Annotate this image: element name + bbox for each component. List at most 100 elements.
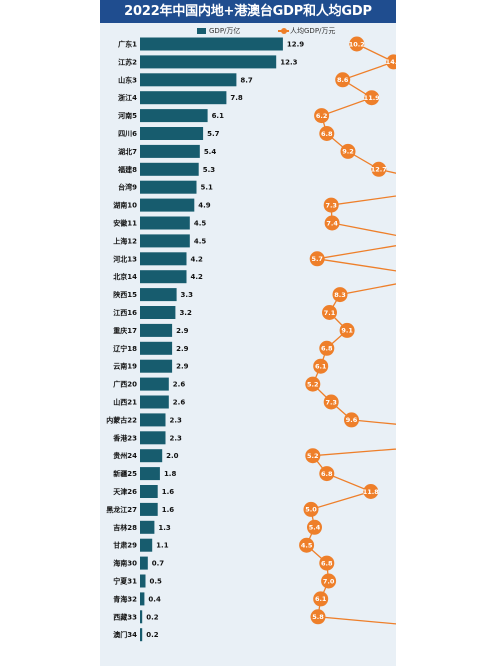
per-capita-value-label: 7.3 [325,201,337,209]
legend-item-per-capita: 人均GDP/万元 [278,25,378,37]
gdp-bar [140,485,158,498]
gdp-value-label: 7.8 [230,94,243,102]
category-label: 香港23 [112,433,137,442]
per-capita-value-label: 7.4 [326,219,338,227]
gdp-bar [140,592,145,606]
legend-marker-dot [281,27,287,34]
gdp-bar [140,180,197,194]
gdp-value-label: 5.3 [203,166,216,174]
per-capita-marker [307,519,322,535]
per-capita-marker [305,376,321,392]
category-label: 宁夏31 [113,577,137,586]
per-capita-value-label: 4.5 [301,542,313,550]
per-capita-marker [340,143,356,159]
gdp-bar [140,610,143,624]
gdp-bar [140,127,204,140]
per-capita-value-label: 8.3 [334,291,346,299]
gdp-bar [140,359,173,373]
category-label: 青海32 [113,594,137,603]
per-capita-marker [305,448,321,464]
gdp-value-label: 3.2 [179,309,192,317]
gdp-value-label: 2.9 [176,327,189,335]
gdp-value-label: 4.9 [198,202,211,210]
legend-swatch-bar [197,28,206,34]
category-label: 天津26 [113,487,137,496]
per-capita-marker [349,36,365,52]
per-capita-marker [319,340,335,356]
per-capita-value-label: 7.1 [324,309,336,317]
gdp-value-label: 1.6 [162,488,175,496]
per-capita-value-label: 6.1 [315,363,327,371]
gdp-bar [140,431,166,445]
gdp-bar [140,520,155,534]
gdp-value-label: 1.6 [162,506,175,514]
gdp-value-label: 2.3 [169,416,182,424]
gdp-value-label: 5.7 [207,130,220,138]
gdp-bar [140,395,169,409]
per-capita-marker [319,466,335,482]
per-capita-value-label: 6.8 [321,470,333,478]
per-capita-value-label: 10.2 [349,40,365,48]
per-capita-value-label: 14.4 [386,58,396,66]
gdp-value-label: 1.3 [158,524,171,532]
gdp-bar [140,377,169,391]
per-capita-marker [323,197,339,213]
gdp-bar [140,341,173,355]
per-capita-value-label: 9.1 [341,327,353,335]
per-capita-marker [371,161,387,177]
gdp-value-label: 4.2 [191,255,204,263]
per-capita-marker [299,537,315,553]
legend-item-gdp: GDP/万亿 [197,25,269,37]
category-label: 福建8 [117,165,137,174]
per-capita-value-label: 11.8 [363,488,380,496]
category-label: 重庆17 [113,326,137,335]
gdp-bar [140,574,146,588]
category-label: 江西16 [113,308,137,317]
gdp-value-label: 0.2 [146,631,159,639]
per-capita-value-label: 7.0 [323,577,335,585]
category-label: 上海12 [113,236,137,245]
gdp-bar [140,449,163,463]
per-capita-marker [309,251,325,267]
gdp-value-label: 2.9 [176,363,189,371]
gdp-bar [140,198,195,212]
gdp-value-label: 2.6 [173,381,186,389]
gdp-value-label: 12.9 [287,41,304,49]
category-label: 山西21 [113,398,137,407]
gdp-bar [140,628,143,642]
gdp-value-label: 0.2 [146,613,159,621]
category-label: 湖北7 [118,147,137,156]
gdp-bar [140,502,158,516]
gdp-bar [140,109,208,123]
per-capita-value-label: 6.8 [321,559,333,567]
chart-title: 2022年中国内地+港澳台GDP和人均GDP [124,4,372,19]
per-capita-value-label: 6.8 [321,345,333,353]
per-capita-value-label: 5.2 [307,452,319,460]
per-capita-marker [313,358,329,374]
per-capita-marker [310,609,326,625]
gdp-bar [140,73,237,87]
per-capita-value-label: 6.1 [315,595,327,603]
gdp-value-label: 5.1 [200,184,213,192]
per-capita-value-label: 7.3 [325,398,337,406]
per-capita-value-label: 5.7 [311,255,323,263]
gdp-bar [140,252,187,266]
gdp-value-label: 6.1 [212,112,225,120]
legend-label-per-capita: 人均GDP/万元 [290,27,336,35]
category-label: 云南19 [113,362,137,371]
legend-label-gdp: GDP/万亿 [209,27,241,35]
per-capita-marker [313,591,329,607]
category-label: 辽宁18 [113,344,137,353]
per-capita-value-label: 11.9 [364,94,381,102]
gdp-bar [140,55,277,69]
category-label: 浙江4 [118,93,137,102]
gdp-bar [140,288,177,302]
category-label: 甘肃29 [113,541,137,550]
per-capita-marker [364,90,380,106]
gdp-value-label: 8.7 [240,76,253,84]
gdp-value-label: 0.5 [150,578,163,586]
gdp-value-label: 1.1 [156,542,169,550]
gdp-value-label: 0.7 [152,560,165,568]
per-capita-value-label: 5.2 [307,380,319,388]
gdp-bar [140,162,199,176]
